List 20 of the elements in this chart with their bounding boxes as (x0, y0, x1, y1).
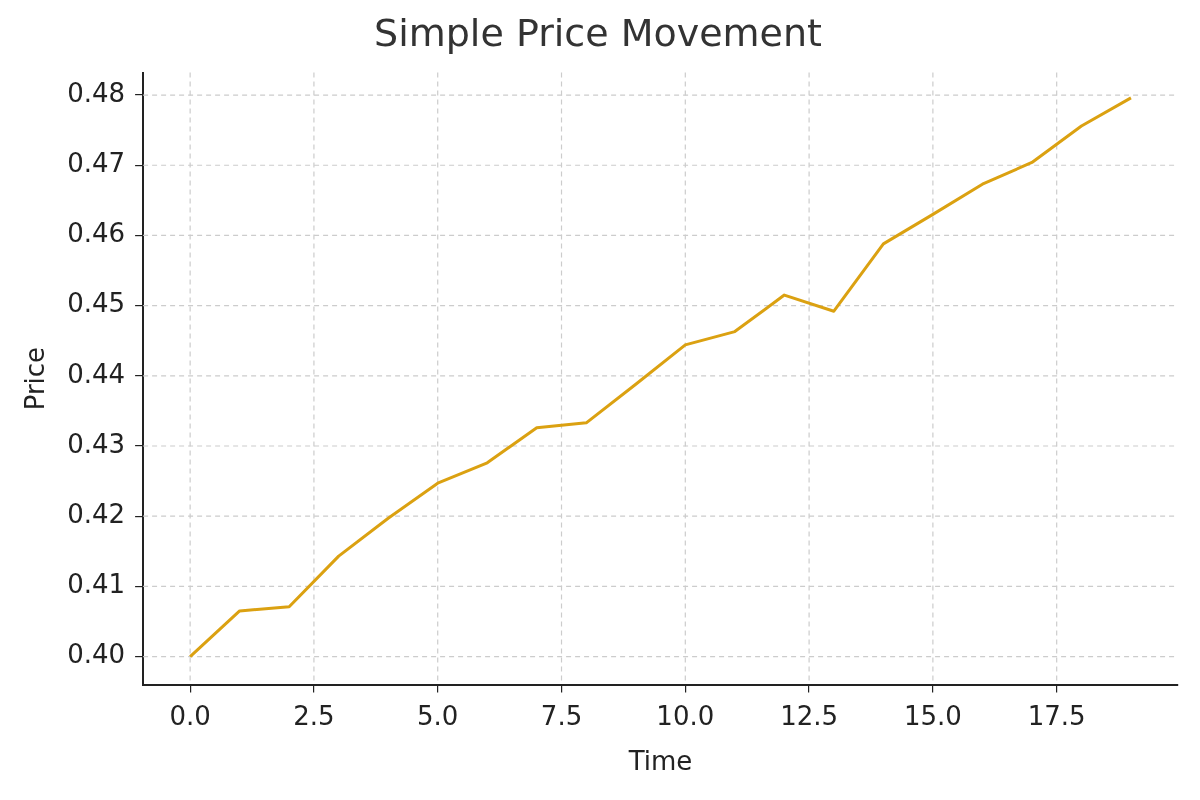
y-tick-label: 0.41 (67, 569, 126, 600)
y-tick-label: 0.44 (67, 358, 126, 389)
x-tick-label: 0.0 (169, 700, 211, 731)
x-tick-label: 12.5 (780, 700, 839, 731)
x-tick-label: 7.5 (540, 700, 583, 731)
x-tick-label: 17.5 (1027, 700, 1086, 731)
y-tick-label: 0.40 (67, 639, 126, 670)
y-tick-label: 0.43 (67, 428, 126, 459)
x-tick-label: 15.0 (903, 700, 962, 731)
x-tick-label: 10.0 (656, 700, 715, 731)
x-tick-label: 2.5 (293, 700, 335, 731)
y-tick-label: 0.42 (67, 498, 126, 529)
y-tick-label: 0.45 (67, 288, 126, 319)
x-axis-title: Time (627, 746, 693, 777)
x-tick-label: 5.0 (417, 700, 459, 731)
y-tick-label: 0.47 (67, 147, 126, 178)
y-tick-label: 0.46 (67, 218, 126, 249)
y-axis-title: Price (20, 346, 51, 411)
chart-title: Simple Price Movement (374, 10, 822, 55)
y-tick-label: 0.48 (67, 77, 126, 108)
